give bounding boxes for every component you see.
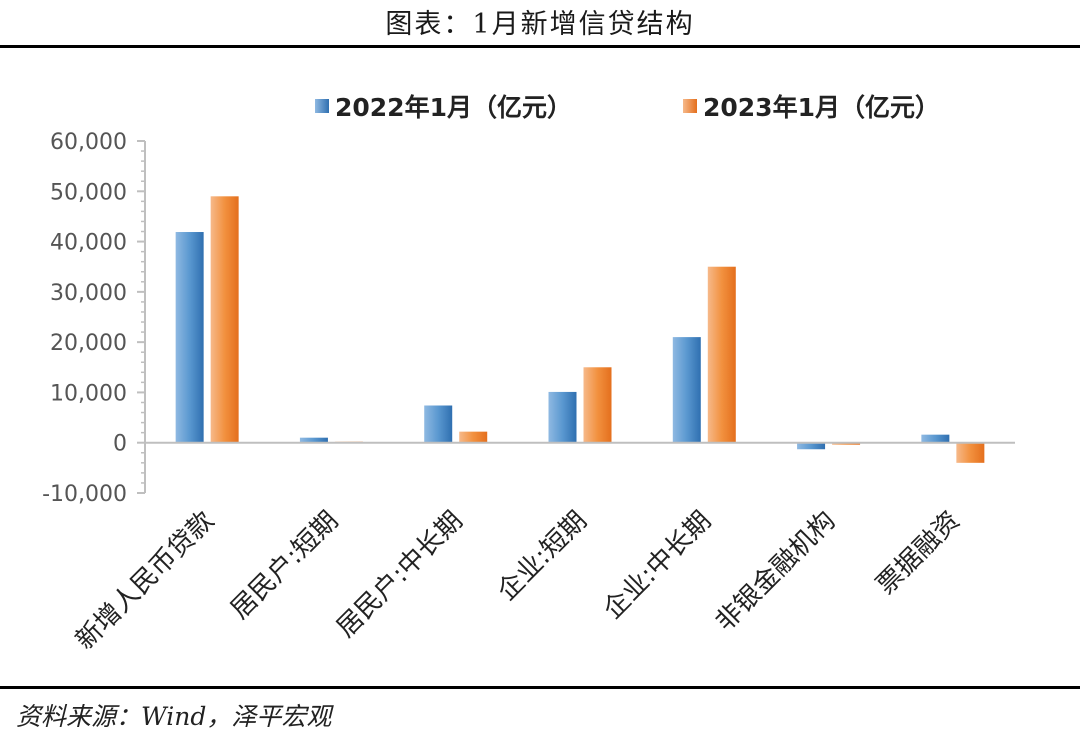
x-tick-label: 票据融资 bbox=[871, 506, 966, 601]
chart-legend: 2022年1月（亿元） 2023年1月（亿元） bbox=[0, 88, 1080, 124]
y-tick-label: 30,000 bbox=[50, 281, 127, 306]
y-tick-label: 50,000 bbox=[50, 180, 127, 205]
bar-2023-6 bbox=[956, 442, 985, 463]
y-tick-label: -10,000 bbox=[42, 482, 127, 507]
legend-swatch-2022 bbox=[315, 99, 329, 113]
bar-2023-5 bbox=[832, 442, 861, 445]
y-tick-label: 40,000 bbox=[50, 231, 127, 256]
x-tick-label: 企业:中长期 bbox=[598, 506, 717, 625]
legend-label-2023: 2023年1月（亿元） bbox=[703, 93, 940, 122]
bar-2022-1 bbox=[299, 437, 328, 443]
y-tick-label: 0 bbox=[113, 432, 127, 457]
y-tick-label: 60,000 bbox=[50, 130, 127, 155]
bar-2022-3 bbox=[548, 391, 577, 443]
bar-2023-4 bbox=[707, 266, 736, 443]
bar-2022-0 bbox=[175, 232, 204, 443]
figure-title: 图表：1月新增信贷结构 bbox=[385, 9, 695, 40]
bar-2023-0 bbox=[210, 196, 239, 443]
bar-2022-4 bbox=[672, 337, 701, 443]
bar-chart: -10,000 0 10,000 20,000 30,000 40,000 50,000 60… bbox=[42, 130, 1015, 656]
x-tick-label: 企业:短期 bbox=[492, 506, 593, 607]
y-tick-label: 10,000 bbox=[50, 381, 127, 406]
bar-2023-3 bbox=[583, 367, 612, 443]
legend-item-2022: 2022年1月（亿元） bbox=[315, 88, 572, 124]
bar-2022-6 bbox=[921, 434, 950, 443]
bar-2022-5 bbox=[797, 442, 826, 450]
legend-label-2022: 2022年1月（亿元） bbox=[335, 93, 572, 122]
top-rule bbox=[0, 45, 1080, 48]
bars-group bbox=[175, 196, 985, 463]
x-tick-label: 非银金融机构 bbox=[710, 506, 842, 638]
bottom-rule bbox=[0, 686, 1080, 689]
legend-item-2023: 2023年1月（亿元） bbox=[683, 88, 940, 124]
x-tick-label: 居民户:短期 bbox=[225, 506, 344, 625]
legend-swatch-2023 bbox=[683, 99, 697, 113]
x-tick-label: 居民户:中长期 bbox=[331, 506, 469, 644]
y-axis: -10,000 0 10,000 20,000 30,000 40,000 50,000 60… bbox=[42, 130, 146, 507]
source-note: 资料来源：Wind，泽平宏观 bbox=[16, 702, 332, 731]
y-tick-label: 20,000 bbox=[50, 331, 127, 356]
bar-2022-2 bbox=[424, 405, 453, 443]
x-tick-label: 新增人民币贷款 bbox=[70, 506, 220, 656]
bar-2023-2 bbox=[459, 431, 488, 443]
